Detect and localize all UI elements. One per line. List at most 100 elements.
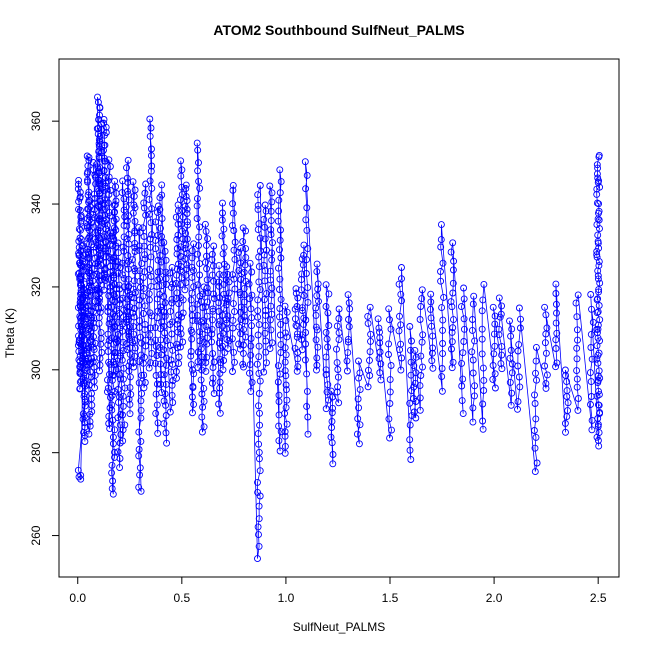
data-point — [281, 367, 289, 375]
data-point — [301, 158, 309, 166]
data-point — [448, 345, 455, 353]
data-point — [228, 335, 236, 343]
data-point — [329, 404, 337, 412]
data-point — [88, 219, 96, 227]
data-point — [137, 333, 144, 341]
data-point — [573, 326, 581, 334]
x-tick-label: 2.5 — [590, 591, 607, 605]
data-point — [587, 344, 595, 351]
data-point — [158, 191, 166, 199]
data-point — [87, 291, 95, 299]
data-point — [81, 390, 89, 398]
data-point — [281, 449, 289, 457]
data-point — [91, 371, 99, 379]
data-point — [595, 349, 603, 357]
data-point — [119, 320, 127, 328]
data-point — [594, 164, 602, 172]
data-point — [203, 284, 211, 292]
y-tick-label: 320 — [29, 277, 43, 297]
data-point — [229, 186, 237, 194]
data-point — [256, 467, 264, 475]
data-point — [163, 354, 171, 362]
data-point — [329, 460, 337, 468]
data-point — [246, 369, 253, 377]
data-point — [439, 259, 447, 267]
data-point — [120, 283, 128, 291]
data-point — [100, 199, 108, 207]
data-point — [97, 252, 105, 260]
data-point — [110, 274, 118, 282]
data-point — [254, 555, 261, 563]
data-point — [397, 290, 405, 298]
data-point — [208, 379, 216, 387]
data-point — [479, 425, 487, 433]
data-point — [594, 275, 602, 283]
data-point — [216, 409, 224, 417]
data-point — [147, 124, 155, 132]
data-point — [130, 277, 138, 285]
data-point — [470, 292, 478, 300]
data-point — [119, 338, 127, 346]
data-point — [74, 180, 82, 188]
data-point — [416, 382, 424, 390]
data-point — [541, 303, 549, 311]
data-point — [411, 346, 419, 354]
data-point — [138, 260, 146, 268]
data-point — [254, 205, 262, 213]
data-point — [102, 258, 110, 266]
data-point — [203, 334, 211, 342]
data-point — [146, 266, 153, 273]
data-point — [174, 328, 182, 336]
data-point — [168, 391, 176, 399]
data-point — [111, 280, 118, 288]
data-point — [438, 304, 446, 312]
data-point — [88, 401, 96, 409]
data-point — [79, 359, 87, 367]
data-point — [255, 353, 263, 361]
data-point — [168, 381, 176, 389]
data-point — [304, 430, 312, 438]
data-point — [553, 359, 561, 367]
data-point — [201, 220, 209, 228]
data-point — [514, 347, 522, 355]
data-point — [304, 298, 312, 306]
data-point — [141, 379, 149, 386]
data-point — [562, 372, 570, 379]
x-tick-label: 2.0 — [486, 591, 503, 605]
data-point — [230, 275, 238, 283]
data-point — [104, 177, 112, 185]
data-point — [277, 295, 285, 303]
data-point — [489, 361, 497, 369]
data-point — [194, 146, 202, 154]
data-point — [489, 375, 497, 383]
chart-title: ATOM2 Southbound SulfNeut_PALMS — [213, 22, 464, 38]
data-point — [468, 326, 476, 334]
data-point — [109, 433, 117, 441]
data-point — [110, 224, 118, 232]
data-point — [224, 271, 232, 278]
data-point — [236, 291, 244, 299]
data-point — [209, 374, 217, 382]
data-point — [322, 371, 330, 378]
data-point — [300, 314, 308, 322]
data-point — [574, 406, 582, 414]
data-point — [125, 316, 133, 323]
data-point — [136, 464, 144, 472]
data-point — [112, 197, 120, 205]
data-point — [267, 231, 275, 239]
data-point — [126, 384, 134, 392]
data-point — [328, 417, 336, 425]
data-point — [140, 284, 148, 292]
data-point — [117, 352, 125, 360]
data-point — [160, 371, 168, 379]
data-point — [458, 382, 466, 390]
data-point — [322, 353, 330, 361]
data-point — [322, 366, 330, 374]
data-point — [595, 262, 603, 270]
data-point — [131, 227, 139, 235]
data-point — [375, 324, 383, 332]
data-point — [116, 393, 123, 401]
data-point — [123, 217, 131, 225]
data-point — [294, 294, 302, 302]
data-point — [516, 324, 524, 332]
